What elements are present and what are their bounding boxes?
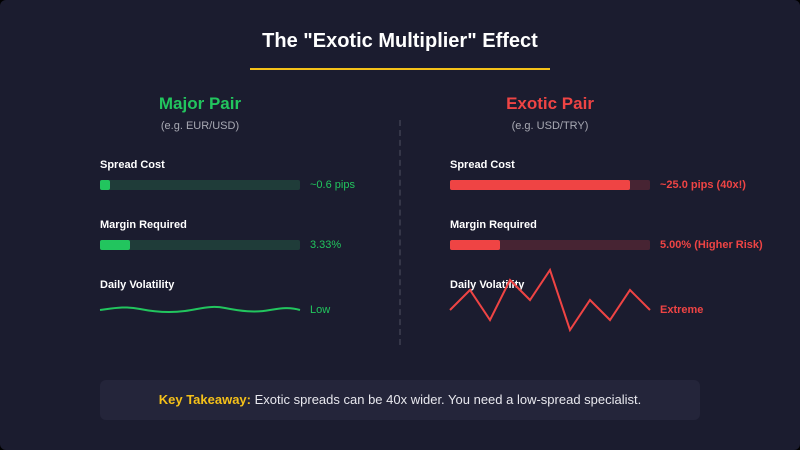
key-takeaway-text: Exotic spreads can be 40x wider. You nee… <box>254 392 642 407</box>
spread-cost-value: ~25.0 pips (40x!) <box>660 179 746 191</box>
exotic-pair-subtitle: (e.g. USD/TRY) <box>511 120 589 132</box>
column-divider <box>399 120 401 345</box>
margin-required-label: Margin Required <box>450 219 537 231</box>
extreme-volatility-zigzag-icon <box>449 267 651 333</box>
title-underline <box>250 68 550 70</box>
spread-cost-bar-fill <box>450 180 630 190</box>
low-volatility-wave-icon <box>99 305 301 314</box>
daily-volatility-label: Daily Volatility <box>100 279 175 291</box>
margin-required-bar-fill <box>100 240 130 250</box>
page-title: The "Exotic Multiplier" Effect <box>262 30 538 52</box>
daily-volatility-value: Low <box>310 304 331 316</box>
spread-cost-bar-fill <box>100 180 110 190</box>
major-pair-subtitle: (e.g. EUR/USD) <box>160 120 240 132</box>
exotic-pair-title: Exotic Pair <box>506 94 594 113</box>
spread-cost-label: Spread Cost <box>100 159 165 171</box>
spread-cost-label: Spread Cost <box>450 159 515 171</box>
daily-volatility-value: Extreme <box>660 304 704 316</box>
margin-required-bar <box>450 240 650 250</box>
margin-required-value: 5.00% (Higher Risk) <box>660 239 763 251</box>
spread-cost-bar <box>450 180 650 190</box>
margin-required-bar <box>100 240 300 250</box>
spread-cost-bar <box>100 180 300 190</box>
key-takeaway-box: Key Takeaway: Exotic spreads can be 40x … <box>100 380 700 420</box>
key-takeaway-label: Key Takeaway: <box>158 392 251 407</box>
margin-required-value: 3.33% <box>310 239 342 251</box>
margin-required-bar-fill <box>450 240 500 250</box>
margin-required-label: Margin Required <box>100 219 187 231</box>
spread-cost-value: ~0.6 pips <box>310 179 355 191</box>
major-pair-title: Major Pair <box>158 94 242 113</box>
